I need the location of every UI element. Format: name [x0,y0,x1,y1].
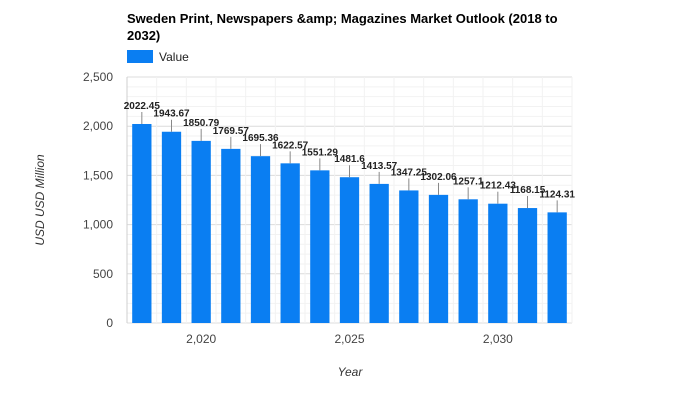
y-tick-label: 2,500 [83,70,113,84]
data-label: 1850.79 [183,118,220,129]
data-label: 1943.67 [153,109,190,120]
bar [250,156,271,323]
y-axis-title: USD USD Million [33,154,47,246]
legend[interactable]: Value [127,50,189,64]
data-label: 1695.36 [242,133,279,144]
bar [458,199,478,323]
data-label: 1168.15 [510,185,546,196]
y-tick-label: 1,500 [83,168,113,182]
data-label: 1551.29 [302,147,339,158]
chart-title-line-1: Sweden Print, Newspapers &amp; Magazines… [127,11,558,26]
data-label: 1413.57 [361,161,398,172]
bar [339,177,360,323]
bar [517,208,538,323]
data-label: 1622.57 [272,140,309,151]
x-tick-label: 2,030 [483,332,513,346]
y-tick-label: 500 [93,267,113,281]
bar [547,212,567,323]
data-label: 1769.57 [213,126,250,137]
x-axis-title: Year [338,365,364,379]
bars [132,123,567,323]
bar [221,148,241,323]
data-label: 1212.43 [480,181,517,192]
bar [369,183,389,323]
data-label: 1302.06 [420,172,457,183]
x-axis-ticks: 2,020 2,025 2,030 [186,332,513,346]
chart-title-line-2: 2032) [127,28,160,43]
data-label: 1481.6 [334,154,365,165]
x-tick-label: 2,025 [334,332,364,346]
bar [280,163,300,323]
legend-label: Value [159,50,189,64]
bar [428,194,449,323]
data-label: 2022.45 [124,101,161,112]
data-label: 1124.31 [539,189,575,200]
y-axis-ticks: 0 500 1,000 1,500 2,000 2,500 [83,70,113,330]
data-label: 1347.25 [391,167,428,178]
y-tick-label: 2,000 [83,119,113,133]
bar [399,190,419,323]
y-tick-label: 1,000 [83,218,113,232]
bar [132,123,152,323]
bar [488,203,508,323]
x-tick-label: 2,020 [186,332,216,346]
bar [161,131,182,323]
legend-swatch [127,50,153,63]
bar [310,170,330,323]
data-labels: 2022.451943.671850.791769.571695.361622.… [124,101,575,213]
bar [191,140,211,323]
y-tick-label: 0 [106,316,113,330]
data-label: 1257.1 [453,176,484,187]
